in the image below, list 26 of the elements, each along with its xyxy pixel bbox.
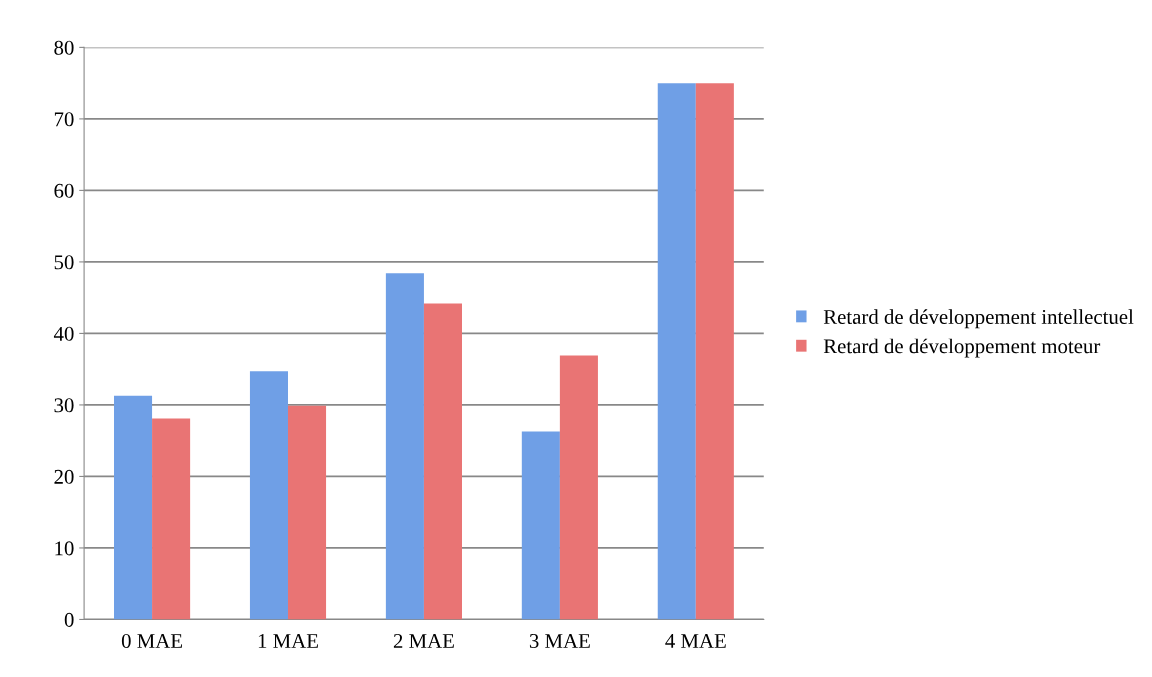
y-tick-label: 40 <box>53 326 74 341</box>
x-tick-label: 3 MAE <box>529 634 590 649</box>
y-tick-label: 80 <box>54 40 74 55</box>
x-tick-label: 4 MAE <box>665 634 726 648</box>
bar <box>695 83 734 620</box>
bar <box>152 418 191 620</box>
bar <box>114 395 153 620</box>
bar <box>657 83 696 620</box>
bar <box>559 355 598 620</box>
bar <box>385 273 424 620</box>
legend-label: Retard de développement intellectuel <box>823 309 1134 329</box>
y-tick-label: 10 <box>55 541 74 556</box>
bar <box>521 431 560 620</box>
y-tick-label: 60 <box>54 183 74 198</box>
y-tick-label: 20 <box>54 469 74 484</box>
y-tick-label: 30 <box>54 398 74 413</box>
x-tick-label: 1 MAE <box>258 634 318 648</box>
y-tick-label: 50 <box>54 255 74 270</box>
x-tick-label: 2 MAE <box>393 634 454 648</box>
x-tick-label: 0 MAE <box>121 633 182 649</box>
bar <box>249 371 288 620</box>
bar <box>288 405 327 620</box>
bar <box>423 303 462 620</box>
y-tick-label: 0 <box>64 612 74 627</box>
legend-label: Retard de développement moteur <box>823 338 1101 358</box>
y-tick-label: 70 <box>54 112 74 127</box>
